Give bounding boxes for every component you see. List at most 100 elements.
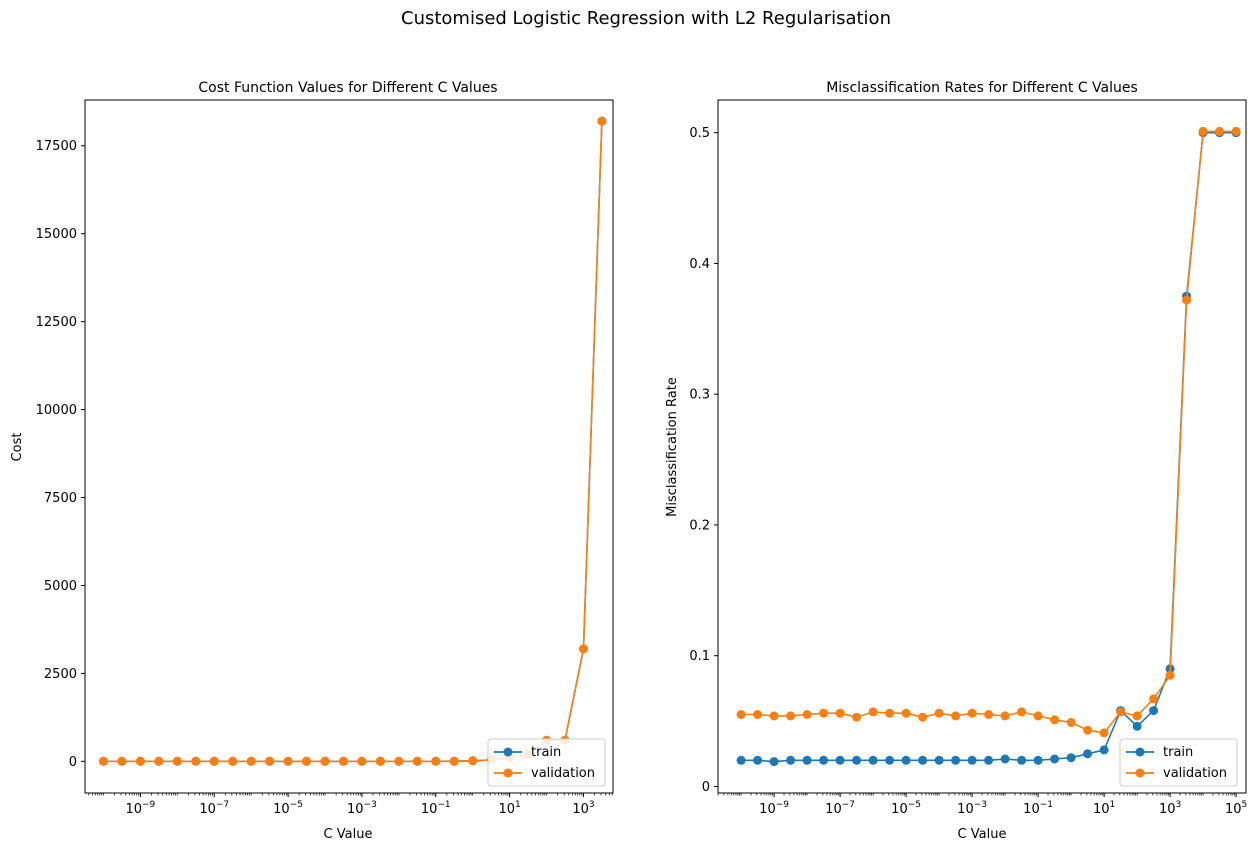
y-tick-label: 0.1 [689,649,710,664]
data-point-train [951,755,961,765]
data-point-train [868,755,878,765]
data-point-validation [934,708,944,718]
data-point-train [1066,753,1076,763]
y-tick-label: 2500 [44,667,77,682]
data-point-validation [1116,707,1126,717]
data-point-train [1000,754,1010,764]
data-point-validation [154,756,164,766]
y-axis-label: Cost [10,433,25,462]
x-tick-label: 103 [1159,800,1181,817]
y-tick-label: 0.4 [689,257,710,272]
data-point-validation [579,644,588,654]
x-tick-label: 10−3 [347,800,377,817]
data-point-train [852,755,862,765]
data-point-validation [802,710,812,719]
x-tick-label: 10−5 [273,800,303,817]
data-point-train [835,755,845,765]
data-point-train [1149,706,1159,716]
x-tick-label: 10−7 [825,800,855,817]
series-line-validation [103,121,603,763]
data-point-train [984,755,994,765]
data-point-validation [951,711,961,721]
data-point-validation [357,756,367,766]
data-point-validation [283,756,293,766]
y-tick-label: 5000 [44,579,77,594]
data-point-train [901,755,911,765]
y-tick-label: 12500 [36,315,77,330]
data-point-validation [265,756,275,766]
y-tick-label: 17500 [36,139,77,154]
data-point-validation [431,756,441,766]
data-point-validation [835,708,845,718]
data-point-train [819,755,829,765]
data-point-validation [246,756,256,766]
data-point-validation [1149,694,1159,704]
data-point-train [885,755,895,765]
data-point-validation [1182,295,1192,305]
data-point-validation [918,712,928,722]
y-tick-label: 10000 [36,403,77,418]
misclassification-chart: Misclassification Rates for Different C … [665,80,1247,842]
series-line-train [741,131,1237,763]
data-point-validation [1050,715,1060,725]
data-point-validation [1215,126,1225,136]
x-tick-label: 105 [1225,800,1247,817]
data-point-validation [786,711,796,721]
x-tick-label: 10−5 [891,800,921,817]
data-point-validation [468,756,478,766]
data-point-validation [1033,711,1043,721]
legend-label-validation: validation [531,766,595,781]
data-point-train [1132,721,1142,731]
x-tick-label: 10−3 [957,800,987,817]
y-tick-label: 0.2 [689,518,710,533]
data-point-validation [1165,670,1175,680]
data-point-validation [1231,126,1241,136]
data-point-validation [967,708,977,718]
legend-label-validation: validation [1163,766,1227,781]
x-tick-label: 10−9 [125,800,155,817]
data-point-train [934,755,944,765]
plot-area: 0 2500 5000 7500 10000 12500 15000 17500 10−9 10−… [36,99,614,817]
y-tick-label: 0.5 [689,126,710,141]
data-point-validation [228,756,238,766]
axes-frame [84,99,614,794]
data-point-validation [1000,711,1010,721]
legend-frame [487,738,606,787]
x-tick-label: 10−7 [199,800,229,817]
chart-title: Misclassification Rates for Different C … [826,80,1138,96]
data-point-validation [339,756,348,766]
data-point-train [1033,755,1043,765]
series-line-validation [741,130,1237,734]
data-point-validation [901,708,911,718]
y-tick-label: 7500 [44,491,77,506]
data-point-train [1017,755,1027,765]
legend-marker-validation [1135,768,1145,778]
data-point-train [1099,745,1109,755]
data-point-validation [1099,728,1109,738]
data-point-train [918,755,928,765]
legend: train validation [487,738,606,787]
x-tick-label: 10−9 [759,800,789,817]
chart-title: Cost Function Values for Different C Val… [198,80,497,96]
legend-marker-validation [503,768,513,778]
data-point-train [769,757,779,767]
y-tick-label: 0.3 [689,388,710,403]
data-point-validation [769,711,779,721]
data-point-validation [885,708,895,718]
data-point-validation [99,756,108,766]
legend-frame [1119,738,1238,787]
figure-suptitle: Customised Logistic Regression with L2 R… [401,8,891,29]
data-point-validation [375,756,385,766]
x-tick-label: 101 [498,800,520,817]
x-tick-label: 101 [1093,800,1115,817]
plot-area: 0 0.1 0.2 0.3 0.4 0.5 10−9 10−7 10−5 10−3 10−1 101 1… [689,99,1247,817]
y-tick-label: 0 [702,780,710,795]
data-point-validation [320,756,330,766]
data-point-validation [394,756,404,766]
data-point-validation [984,710,994,719]
data-point-validation [172,756,182,766]
data-point-validation [449,756,459,766]
data-point-train [786,755,796,765]
data-point-train [736,755,746,765]
